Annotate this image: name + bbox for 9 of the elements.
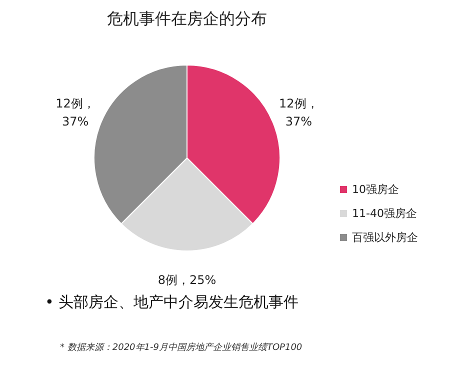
legend-label: 11-40强房企 — [352, 207, 417, 220]
chart-title: 危机事件在房企的分布 — [107, 9, 267, 28]
data-label: 12例， 37% — [56, 96, 95, 129]
text: • 头部房企、地产中介易发生危机事件 — [45, 293, 299, 311]
legend-label: 10强房企 — [352, 183, 399, 196]
legend-label: 百强以外房企 — [352, 231, 418, 244]
data-label: 12例， 37% — [279, 96, 318, 129]
text: * 数据来源：2020年1-9月中国房地产企业销售业绩TOP100 — [60, 342, 302, 353]
data-label: 8例，25% — [158, 272, 216, 287]
